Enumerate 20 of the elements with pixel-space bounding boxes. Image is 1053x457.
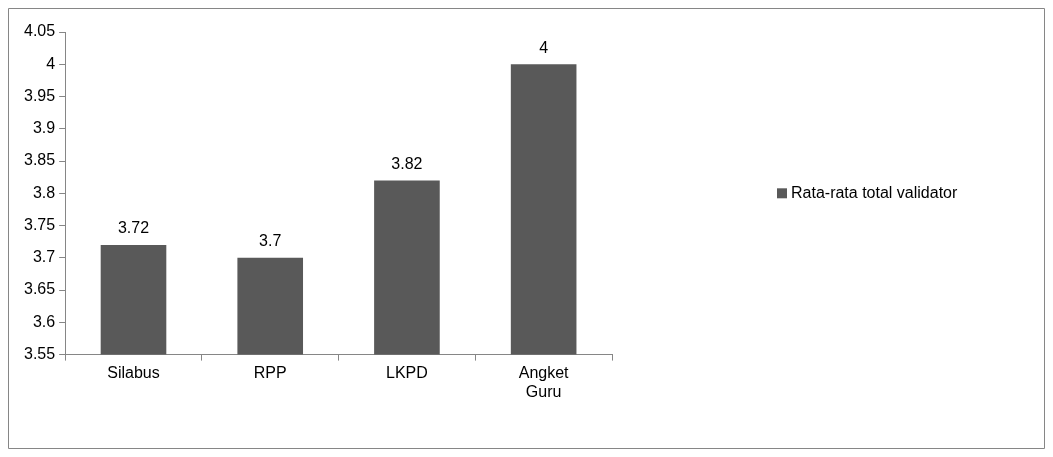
y-tick-label: 3.8 [32,183,56,201]
data-label: 3.72 [117,219,150,237]
y-tick-label: 3.75 [24,215,56,233]
data-label: 4 [539,38,549,56]
x-tick-label: Angket Guru [518,363,570,400]
data-label: 3.82 [391,154,423,172]
y-tick-label: 3.6 [32,312,56,330]
y-tick-label: 4.05 [24,22,56,40]
y-tick-label: 3.85 [24,151,56,169]
x-tick-label: Silabus [107,363,160,381]
y-tick-label: 3.55 [24,345,56,363]
data-label: 3.7 [259,232,282,250]
y-tick-label: 3.65 [24,280,56,298]
y-tick-label: 3.9 [32,119,56,137]
y-tick-label: 4 [46,54,56,72]
x-tick-label: RPP [253,363,287,381]
legend-label: Rata-rata total validator [791,183,958,201]
y-tick-label: 3.7 [32,248,56,266]
x-tick-label: LKPD [386,363,428,381]
y-tick-label: 3.95 [24,86,56,104]
